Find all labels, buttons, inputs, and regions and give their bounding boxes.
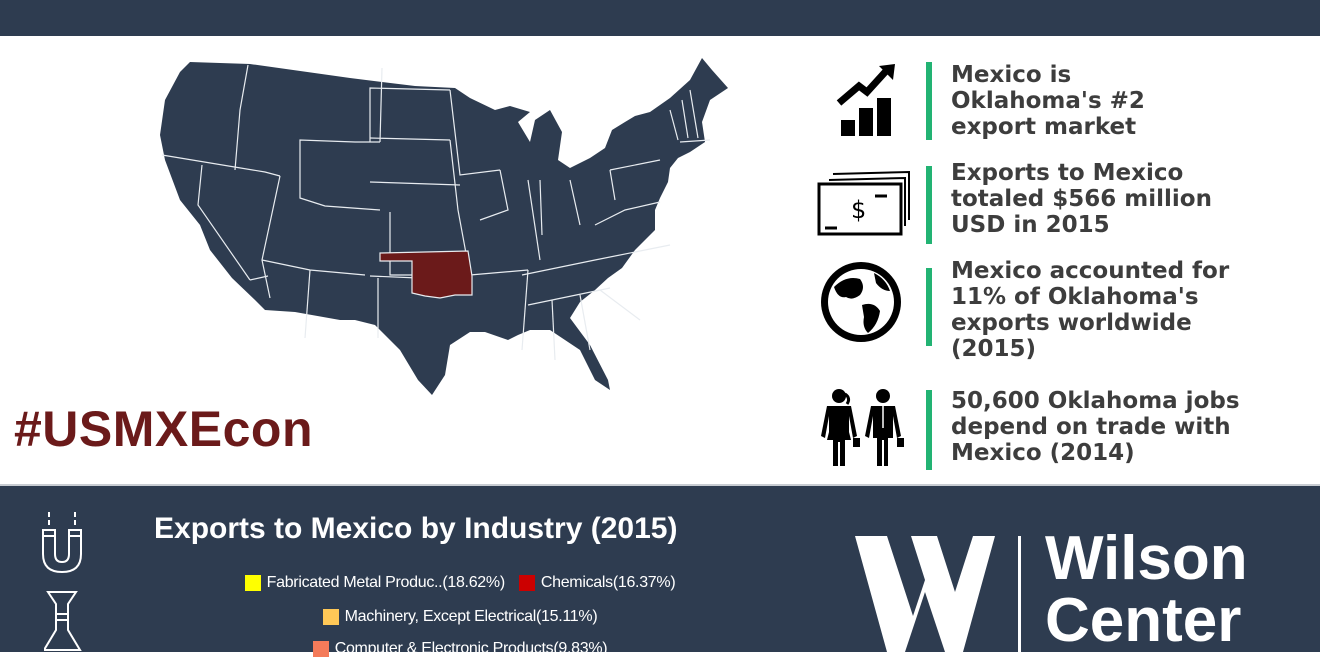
fact-export-market: Mexico is Oklahoma's #2 export market [806, 58, 1306, 140]
accent-bar [926, 390, 932, 470]
accent-bar [926, 62, 932, 140]
flask-icon [44, 591, 82, 651]
chart-legend-row: Computer & Electronic Products(9.83%) [150, 640, 770, 658]
fact-text: 50,600 Oklahoma jobs depend on trade wit… [951, 388, 1240, 466]
svg-text:$: $ [851, 196, 866, 224]
globe-icon [806, 262, 916, 342]
industry-panel: Exports to Mexico by Industry (2015) Fab… [0, 484, 1320, 657]
chart-legend-row: Machinery, Except Electrical(15.11%) [150, 608, 770, 626]
fact-export-total: $ Exports to Mexico totaled $566 million… [806, 160, 1306, 244]
accent-bar [926, 166, 932, 244]
us-mainland [160, 58, 728, 395]
logo-divider [1018, 536, 1021, 656]
oklahoma-state [379, 250, 473, 299]
legend-item: Chemicals(16.37%) [518, 574, 676, 592]
wilson-center-w-logo [855, 536, 995, 652]
fact-text: Mexico is Oklahoma's #2 export market [951, 62, 1145, 140]
money-bills-icon: $ [806, 162, 916, 242]
legend-item: Fabricated Metal Produc..(18.62%) [244, 574, 505, 592]
accent-bar [926, 268, 932, 346]
legend-swatch [244, 575, 261, 591]
fact-text: Exports to Mexico totaled $566 million U… [951, 160, 1212, 238]
hashtag-label: #USMXEcon [14, 401, 314, 457]
magnet-icon [42, 512, 82, 574]
top-banner [0, 0, 1320, 36]
legend-swatch [312, 641, 329, 657]
legend-item: Computer & Electronic Products(9.83%) [312, 640, 608, 658]
chart-growth-icon [806, 58, 916, 138]
wilson-center-wordmark: Wilson Center [1045, 524, 1248, 655]
legend-item: Machinery, Except Electrical(15.11%) [322, 608, 598, 626]
fact-jobs: 50,600 Oklahoma jobs depend on trade wit… [806, 388, 1306, 470]
chart-legend-row: Fabricated Metal Produc..(18.62%) Chemic… [150, 574, 770, 592]
legend-swatch [518, 575, 535, 591]
fact-export-share: Mexico accounted for 11% of Oklahoma's e… [806, 258, 1306, 362]
business-people-icon [806, 388, 916, 468]
fact-text: Mexico accounted for 11% of Oklahoma's e… [951, 258, 1230, 362]
industry-chart-title: Exports to Mexico by Industry (2015) [154, 512, 678, 545]
legend-swatch [322, 609, 339, 625]
us-map [160, 58, 728, 395]
